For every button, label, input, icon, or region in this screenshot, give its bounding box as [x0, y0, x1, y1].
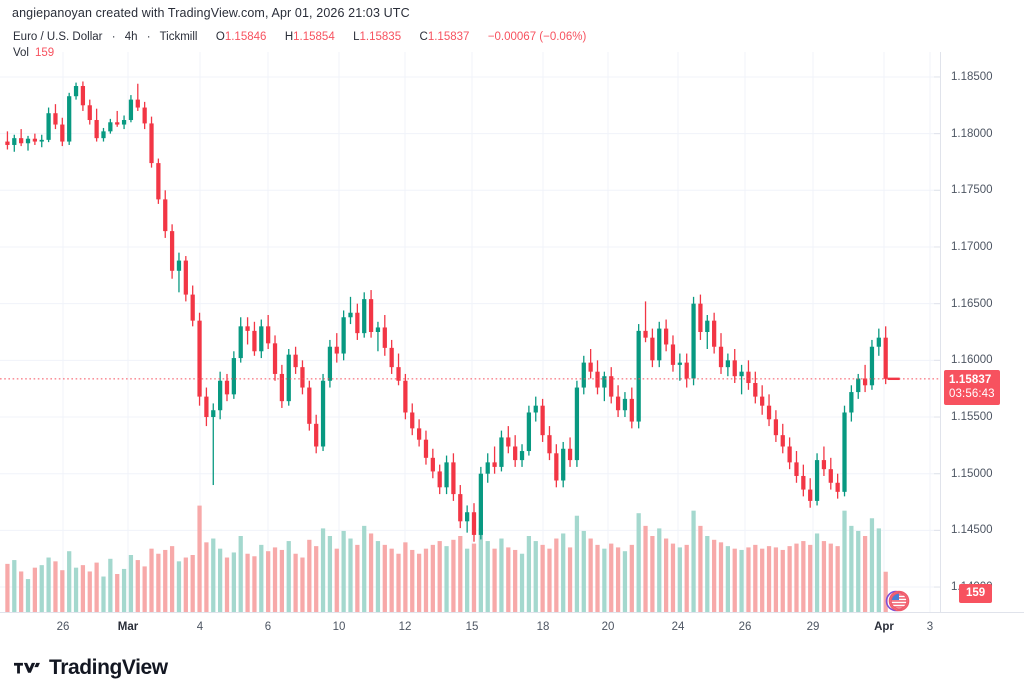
time-tick: 6: [264, 621, 272, 633]
legend-low-label: L: [353, 31, 360, 43]
chart-frame: 1.18500 1.18000 1.17500 1.17000 1.16500 1.160…: [0, 52, 1024, 612]
time-tick: 4: [196, 621, 204, 633]
time-tick: Mar: [117, 621, 139, 633]
price-tick: 1.17000: [951, 240, 993, 253]
price-tick: 1.16500: [951, 297, 993, 310]
time-tick: 26: [56, 621, 70, 633]
time-tick: 18: [536, 621, 550, 633]
current-price-value: 1.15837: [949, 373, 992, 386]
price-tick: 1.17500: [951, 184, 993, 197]
us-flag-badge-icon: [885, 590, 910, 612]
time-tick: 26: [738, 621, 752, 633]
price-tick: 1.18500: [951, 70, 993, 83]
legend-main-row: Euro / U.S. Dollar · 4h · Tickmill O1.15…: [13, 30, 586, 45]
time-tick: 15: [465, 621, 479, 633]
legend-symbol[interactable]: Euro / U.S. Dollar: [13, 31, 103, 43]
current-price-badge[interactable]: 1.15837 03:56:43: [944, 369, 1000, 405]
time-tick: 24: [671, 621, 685, 633]
price-tick: 1.15000: [951, 467, 993, 480]
price-tick: 1.15500: [951, 411, 993, 424]
candlestick-series: [5, 81, 888, 542]
footer-bar: TradingView: [0, 648, 1024, 699]
time-tick: 20: [601, 621, 615, 633]
tradingview-mark-icon: [14, 662, 40, 674]
legend-high-value: 1.15854: [293, 31, 335, 43]
legend-volume-row: Vol 159: [13, 46, 586, 61]
tradingview-logo: TradingView: [14, 656, 168, 680]
bar-countdown: 03:56:43: [949, 387, 995, 400]
legend-sep-2: ·: [146, 31, 151, 43]
legend-change: −0.00067 (−0.06%): [487, 31, 587, 43]
volume-series: [5, 505, 888, 612]
legend-low-value: 1.15835: [359, 31, 402, 43]
current-price-line: [0, 377, 940, 381]
price-tick: 1.16000: [951, 354, 993, 367]
volume-value-badge[interactable]: 159: [959, 584, 993, 603]
time-tick: 10: [332, 621, 346, 633]
legend-volume-value: 159: [35, 47, 55, 59]
time-tick: 29: [806, 621, 820, 633]
legend-interval[interactable]: 4h: [124, 31, 138, 43]
price-tick: 1.14500: [951, 524, 993, 537]
legend-open-label: O: [215, 31, 225, 43]
legend-high-label: H: [284, 31, 294, 43]
chart-legend: Euro / U.S. Dollar · 4h · Tickmill O1.15…: [13, 30, 586, 61]
price-tick: 1.18000: [951, 127, 993, 140]
legend-volume-label: Vol: [13, 47, 29, 59]
legend-open-value: 1.15846: [224, 31, 267, 43]
time-scale[interactable]: 26 Mar 4 6 10 12 15 18 20 24 26 29 Apr 3: [0, 612, 1024, 642]
time-tick: Apr: [874, 621, 894, 633]
legend-sep-1: ·: [111, 31, 116, 43]
time-tick: 3: [926, 621, 934, 633]
tradingview-wordmark: TradingView: [49, 656, 168, 679]
attribution-text: angiepanoyan created with TradingView.co…: [12, 6, 410, 20]
chart-plot-area[interactable]: [0, 52, 940, 612]
legend-close-label: C: [419, 31, 428, 43]
legend-exchange: Tickmill: [159, 31, 198, 43]
price-scale[interactable]: 1.18500 1.18000 1.17500 1.17000 1.16500 1.160…: [940, 52, 1024, 612]
time-tick: 12: [398, 621, 412, 633]
legend-close-value: 1.15837: [427, 31, 470, 43]
